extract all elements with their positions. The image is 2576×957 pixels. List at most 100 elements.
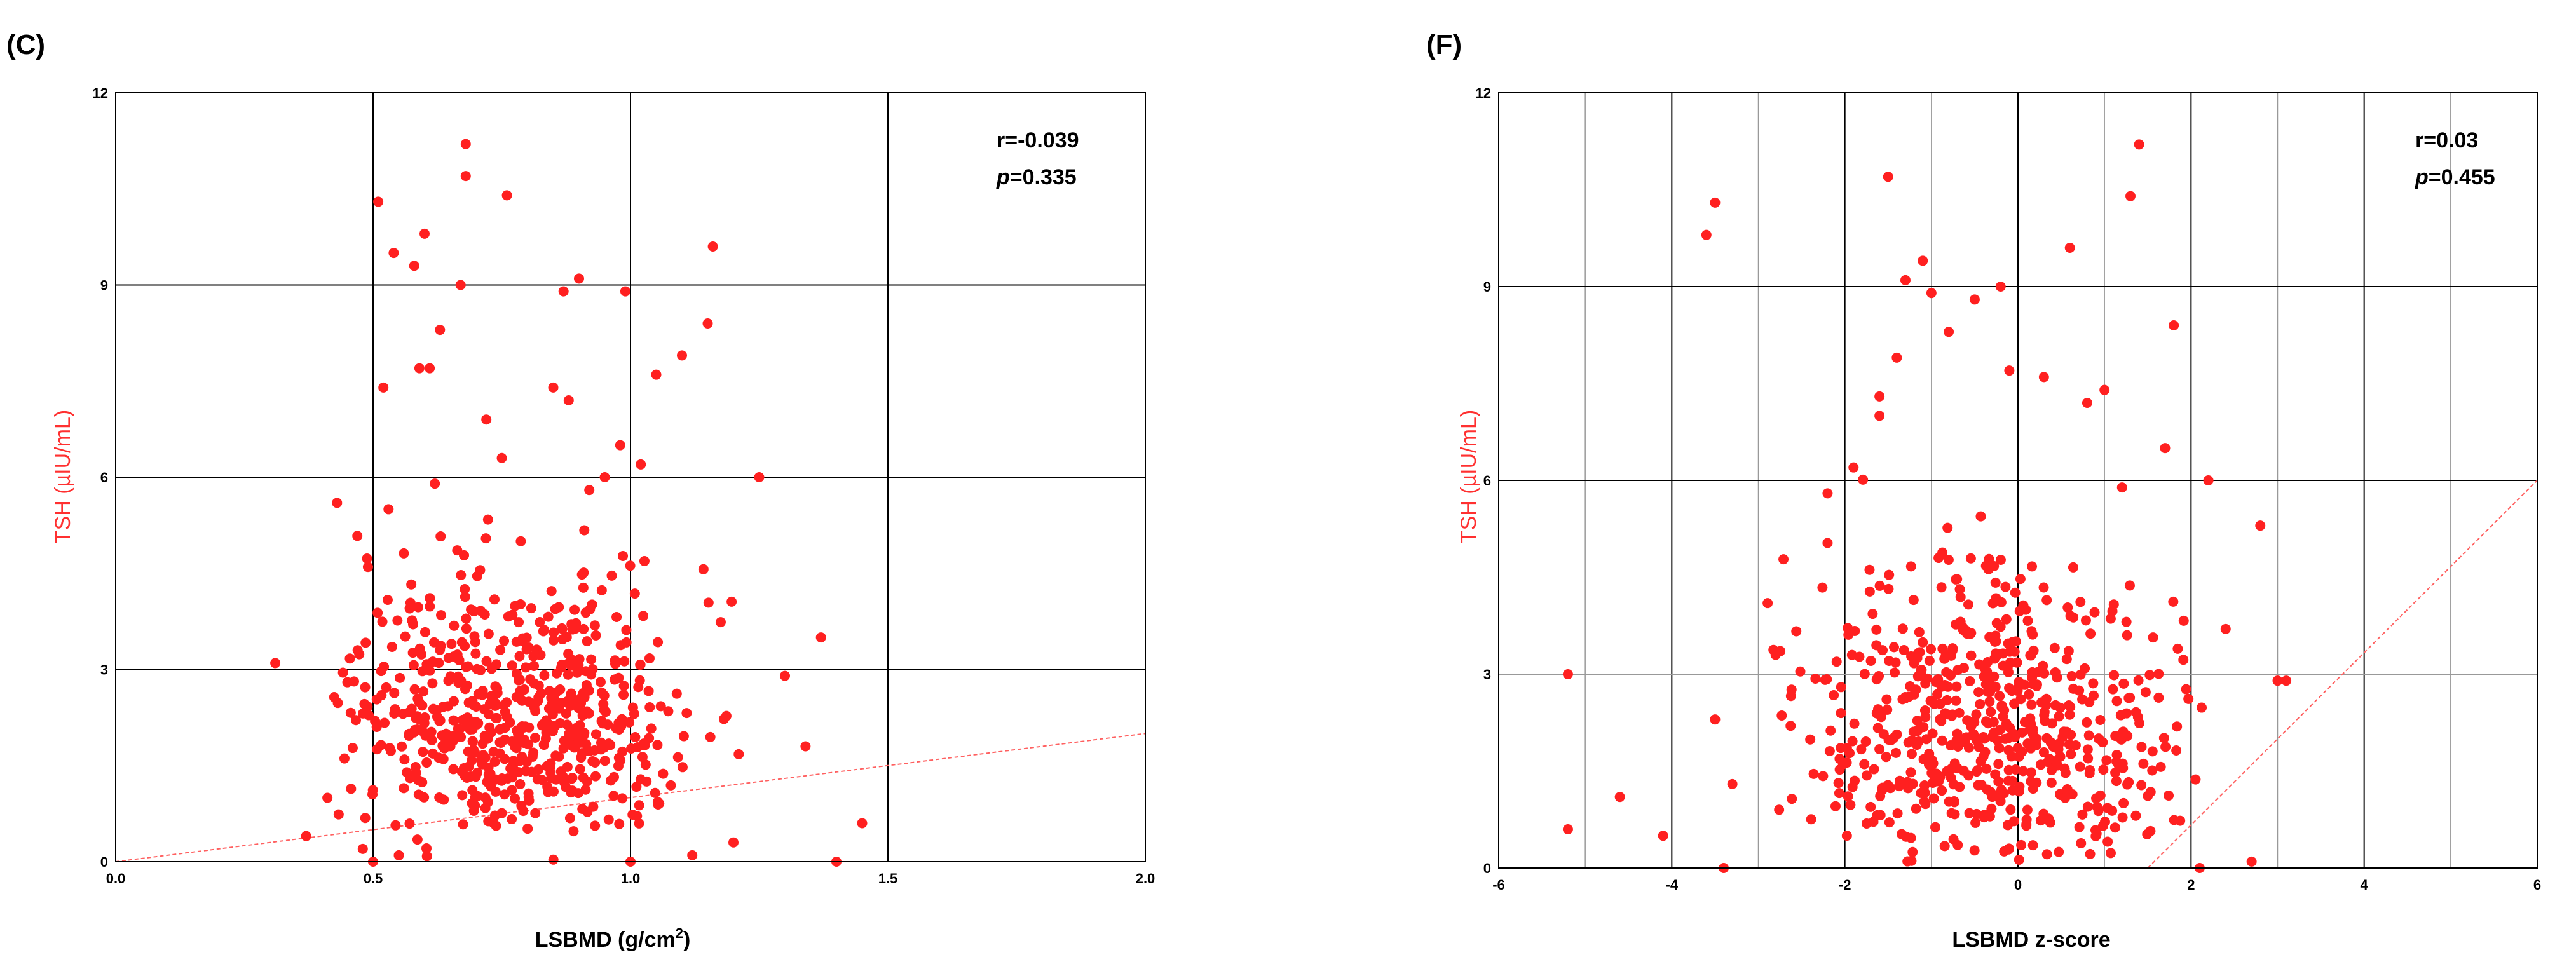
data-point <box>490 786 501 797</box>
data-point <box>542 782 553 792</box>
data-point <box>2076 838 2087 849</box>
data-point <box>1710 197 1721 208</box>
data-point <box>1867 609 1878 620</box>
data-point <box>2144 670 2155 681</box>
data-point <box>548 854 559 865</box>
data-point <box>663 706 674 717</box>
panel-c-xlabel-sup: 2 <box>676 925 683 941</box>
data-point <box>1891 352 1902 363</box>
data-point <box>1778 554 1789 565</box>
data-point <box>2008 816 2019 827</box>
data-point <box>2085 764 2096 775</box>
data-point <box>530 732 541 743</box>
data-point <box>2220 623 2231 634</box>
data-point <box>453 671 463 682</box>
data-point <box>470 648 481 659</box>
data-point <box>489 810 500 821</box>
data-point <box>360 682 371 693</box>
data-point <box>557 634 568 645</box>
data-point <box>652 740 663 750</box>
data-point <box>780 670 790 681</box>
data-point <box>578 567 589 578</box>
data-point <box>1614 792 1625 803</box>
data-point <box>1973 742 1984 752</box>
data-point <box>551 668 562 679</box>
data-point <box>2155 761 2166 772</box>
data-point <box>1891 747 1902 758</box>
data-point <box>1963 770 1974 781</box>
data-point <box>1933 776 1944 787</box>
data-point <box>1897 829 1907 839</box>
data-point <box>535 649 546 660</box>
data-point <box>1824 746 1835 757</box>
data-point <box>630 732 641 743</box>
data-point <box>388 248 399 259</box>
data-point <box>344 653 355 664</box>
data-point <box>1841 831 1852 841</box>
data-point <box>702 318 713 329</box>
x-tick-label: 0.5 <box>364 871 383 886</box>
data-point <box>1822 488 1833 499</box>
data-point <box>417 700 428 711</box>
data-point <box>439 794 449 805</box>
panel-f-p-value: p=0.455 <box>2415 165 2495 189</box>
data-point <box>733 749 744 759</box>
data-point <box>1865 801 1876 812</box>
data-point <box>857 818 868 829</box>
y-tick-label: 6 <box>1483 473 1491 489</box>
data-point <box>2038 582 2049 593</box>
data-point <box>2172 643 2183 654</box>
data-point <box>2101 755 2112 766</box>
data-point <box>2062 784 2073 795</box>
data-point <box>1978 751 1989 762</box>
data-point <box>589 620 600 631</box>
data-point <box>486 727 496 738</box>
data-point <box>590 757 601 768</box>
data-point <box>1805 734 1816 745</box>
data-point <box>1710 714 1721 725</box>
data-point <box>467 798 477 809</box>
data-point <box>480 533 491 544</box>
data-point <box>460 684 470 695</box>
data-point <box>1884 817 1895 828</box>
data-point <box>624 717 635 728</box>
data-point <box>448 715 459 726</box>
data-point <box>515 536 526 546</box>
data-point <box>1881 752 1891 763</box>
data-point <box>339 753 350 764</box>
data-point <box>406 579 417 590</box>
data-point <box>2183 693 2194 704</box>
data-point <box>470 771 481 782</box>
data-point <box>486 663 497 674</box>
data-point <box>584 745 595 756</box>
data-point <box>1762 598 1773 609</box>
data-point <box>2153 669 2164 679</box>
data-point <box>373 196 384 207</box>
data-point <box>1944 796 1954 807</box>
data-point <box>2133 675 2144 686</box>
data-point <box>2066 749 2076 759</box>
data-point <box>1905 832 1916 843</box>
data-point <box>2118 726 2129 737</box>
data-point <box>606 570 617 581</box>
data-point <box>2147 746 2158 757</box>
data-point <box>1854 651 1865 662</box>
data-point <box>1987 731 1998 742</box>
data-point <box>515 778 526 789</box>
data-point <box>427 748 438 759</box>
data-point <box>372 607 383 618</box>
y-tick-label: 0 <box>100 854 108 870</box>
data-point <box>575 720 585 731</box>
data-point <box>554 703 564 714</box>
data-point <box>393 850 404 860</box>
data-point <box>1862 770 1872 781</box>
data-point <box>1847 736 1858 747</box>
data-point <box>489 697 500 708</box>
y-tick-label: 12 <box>1476 85 1491 101</box>
data-point <box>629 588 640 599</box>
data-point <box>481 656 492 667</box>
data-point <box>2005 657 2015 668</box>
data-point <box>1845 799 1856 810</box>
data-point <box>2022 804 2033 815</box>
